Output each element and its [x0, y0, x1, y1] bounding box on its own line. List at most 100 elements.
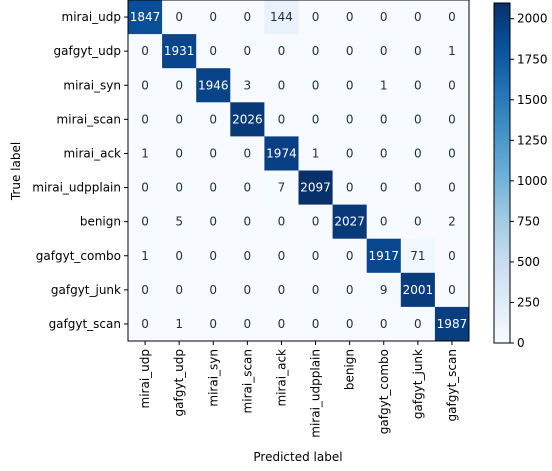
matrix-cell [434, 238, 470, 274]
matrix-cell [128, 68, 163, 103]
matrix-cell [366, 102, 402, 137]
colorbar-tick-label: 500 [517, 255, 540, 269]
cell-value-label: 0 [380, 10, 388, 24]
cell-value-label: 0 [414, 78, 422, 92]
colorbar-tick-label: 1500 [517, 93, 548, 107]
matrix-cell [264, 34, 299, 69]
matrix-cell [400, 272, 436, 308]
matrix-cell [298, 306, 334, 342]
matrix-cell [366, 0, 402, 35]
matrix-cell [128, 0, 163, 35]
cell-value-label: 0 [175, 78, 183, 92]
matrix-cell [162, 170, 197, 206]
y-tick-label: gafgyt_udp [54, 44, 121, 58]
matrix-cell [162, 68, 197, 103]
cell-value-label: 0 [414, 10, 422, 24]
x-tick-labels: mirai_udp gafgyt_udp mirai_syn mirai_scan mi… [138, 341, 459, 438]
cell-value-label: 1 [448, 44, 456, 58]
y-axis-label: True label [9, 142, 23, 201]
cell-value-label: 0 [346, 146, 354, 160]
cell-value-label: 0 [209, 44, 217, 58]
matrix-cell [298, 136, 334, 171]
cell-value-label: 2 [448, 215, 456, 229]
cell-value-label: 1 [312, 146, 320, 160]
matrix-cell [298, 34, 334, 69]
matrix-cell [434, 102, 470, 137]
matrix-cell [230, 102, 265, 137]
cell-value-label: 0 [414, 44, 422, 58]
cell-value-label: 0 [278, 317, 286, 331]
matrix-cell [162, 0, 197, 35]
matrix-cell [332, 272, 368, 308]
cell-value-label: 0 [175, 181, 183, 195]
y-tick-label: gafgyt_combo [36, 249, 121, 263]
cell-value-label: 0 [346, 283, 354, 297]
cell-value-label: 0 [278, 283, 286, 297]
cell-value-label: 1931 [164, 44, 195, 58]
colorbar [493, 2, 511, 344]
matrix-cell [264, 0, 299, 35]
cell-value-label: 0 [244, 44, 252, 58]
matrix-frame [127, 0, 470, 342]
cell-value-label: 0 [244, 283, 252, 297]
matrix-cell [196, 272, 231, 308]
matrix-cell [230, 170, 265, 206]
matrix-cell [162, 306, 197, 342]
matrix-cell [162, 238, 197, 274]
cell-value-label: 0 [312, 283, 320, 297]
matrix-cell [162, 102, 197, 137]
matrix-cells [128, 0, 470, 342]
x-tick-label: mirai_udpplain [309, 349, 323, 438]
matrix-cell [196, 306, 231, 342]
colorbar-tick-label: 2000 [517, 12, 548, 26]
cell-value-label: 0 [209, 181, 217, 195]
matrix-cell [400, 238, 436, 274]
matrix-cell [400, 204, 436, 240]
matrix-cell [230, 136, 265, 171]
y-tick-label: mirai_ack [63, 146, 121, 160]
matrix-cell [366, 238, 402, 274]
cell-value-label: 0 [175, 146, 183, 160]
matrix-cell [128, 204, 163, 240]
cell-value-label: 0 [380, 112, 388, 126]
cell-value-label: 1987 [437, 317, 468, 331]
cell-value-label: 0 [244, 181, 252, 195]
cell-value-label: 3 [244, 78, 252, 92]
cell-value-label: 0 [209, 249, 217, 263]
x-axis-label: Predicted label [253, 450, 342, 464]
matrix-cell [298, 170, 334, 206]
cell-value-label: 1 [175, 317, 183, 331]
colorbar-tick-labels: 0 250 500 750 1000 1250 1500 1750 2000 [510, 12, 548, 350]
matrix-cell [128, 170, 163, 206]
cell-value-label: 0 [141, 181, 149, 195]
cell-value-label: 0 [278, 44, 286, 58]
cell-value-label: 0 [312, 249, 320, 263]
matrix-cell [264, 238, 299, 274]
matrix-cell [434, 136, 470, 171]
cell-value-label: 0 [346, 44, 354, 58]
matrix-cell [400, 68, 436, 103]
matrix-cell [196, 204, 231, 240]
cell-value-label: 0 [380, 215, 388, 229]
y-tick-label: mirai_scan [57, 112, 121, 126]
matrix-cell [128, 34, 163, 69]
cell-value-label: 0 [278, 215, 286, 229]
cell-value-label: 0 [346, 112, 354, 126]
matrix-cell [400, 170, 436, 206]
cell-value-label: 0 [312, 215, 320, 229]
x-tick-label: mirai_ack [274, 349, 288, 407]
matrix-cell [332, 136, 368, 171]
matrix-cell [400, 34, 436, 69]
x-tick-label: gafgyt_scan [445, 349, 459, 421]
y-tick-label: mirai_syn [63, 78, 121, 92]
matrix-cell [128, 238, 163, 274]
matrix-cell [332, 68, 368, 103]
cell-value-label: 0 [448, 10, 456, 24]
matrix-cell [264, 306, 299, 342]
cell-value-label: 1946 [198, 78, 229, 92]
matrix-cell [332, 0, 368, 35]
x-tick-label: mirai_udp [138, 349, 152, 408]
matrix-cell [128, 102, 163, 137]
x-tick-label: gafgyt_udp [172, 349, 186, 416]
cell-value-label: 0 [448, 112, 456, 126]
